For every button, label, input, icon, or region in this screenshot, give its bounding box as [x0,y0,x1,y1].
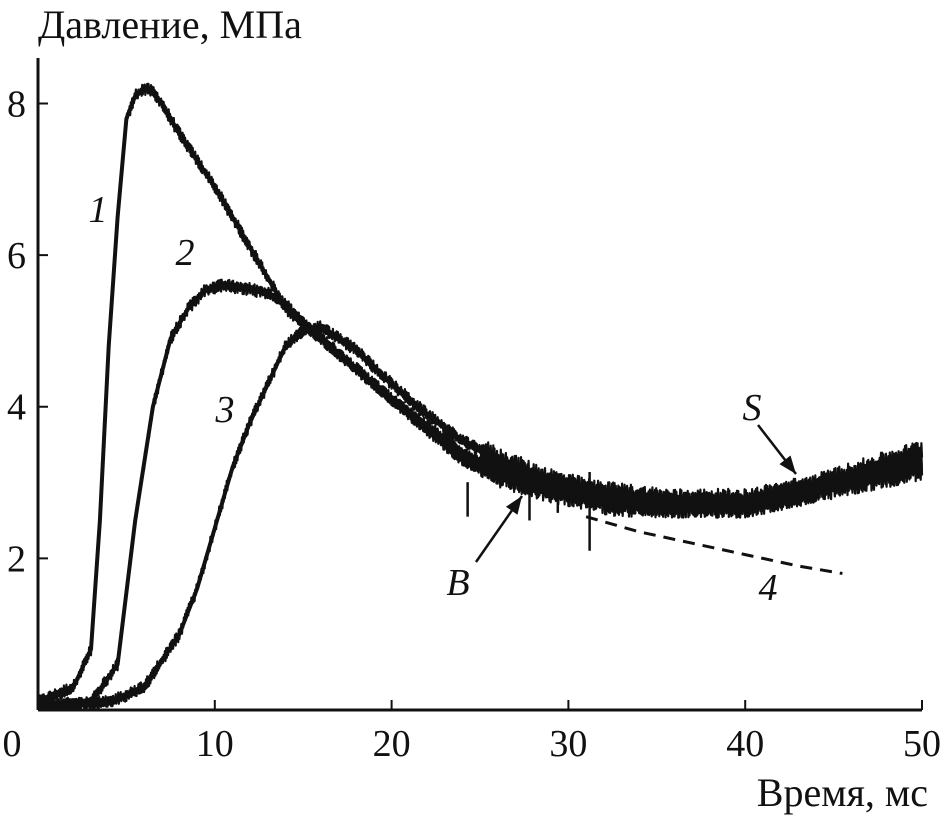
series-core-3 [37,325,923,709]
annotation-S: S [743,387,762,429]
x-tick-label: 0 [3,723,22,765]
annotation-B: B [446,562,469,604]
y-tick-label: 6 [7,235,26,277]
x-tick-label: 50 [903,723,941,765]
x-tick-label: 20 [373,723,411,765]
series-label-4: 4 [759,567,778,609]
series-label-3: 3 [215,389,235,431]
annotation-arrowhead-B [505,496,522,515]
axes [36,58,922,712]
ticks: 0 10 20 30 40 50 2 4 6 8 [3,83,942,765]
x-tick-label: 30 [549,723,587,765]
y-axis-title: Давление, МПа [38,2,302,47]
annotation-arrowhead-S [779,455,796,474]
y-tick-label: 2 [7,538,26,580]
series-label-2: 2 [176,232,195,274]
series-line-1 [36,82,924,708]
y-tick-label: 4 [7,387,26,429]
x-tick-label: 10 [196,723,234,765]
curve-labels: 1 2 3 4 B S [89,189,797,609]
x-axis-title: Время, мс [757,770,928,815]
series-line-4 [585,515,843,575]
y-tick-label: 8 [7,83,26,125]
x-tick-label: 40 [726,723,764,765]
series-core-1 [37,86,923,705]
series-layer [36,82,924,710]
series-label-1: 1 [89,189,108,231]
